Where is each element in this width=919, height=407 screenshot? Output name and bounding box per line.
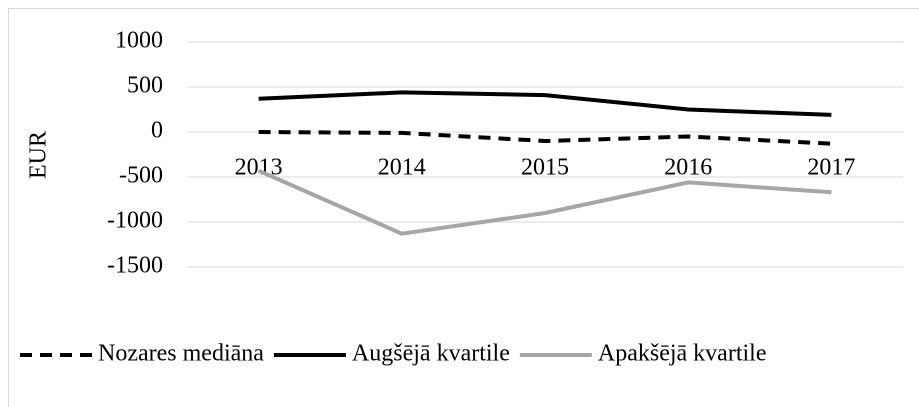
series-line	[258, 130, 832, 146]
legend-label: Nozares mediāna	[98, 341, 264, 367]
x-tick-label: 2014	[378, 155, 426, 181]
legend-label: Augšējā kvartile	[352, 341, 510, 367]
y-tick-label: -1000	[107, 208, 163, 234]
x-tick-label: 2016	[664, 155, 712, 181]
chart-border	[8, 8, 919, 407]
y-tick-label: 0	[151, 118, 163, 144]
x-tick-label: 2017	[807, 155, 855, 181]
y-axis-label: EUR	[26, 131, 52, 179]
y-tick-label: 1000	[115, 28, 163, 54]
y-tick-label: -500	[119, 163, 163, 189]
x-tick-label: 2015	[521, 155, 569, 181]
y-tick-label: 500	[127, 73, 163, 99]
series-line	[257, 168, 832, 236]
y-tick-label: -1500	[107, 253, 163, 279]
series-line	[258, 90, 832, 117]
legend-label: Apakšējā kvartile	[598, 341, 767, 367]
